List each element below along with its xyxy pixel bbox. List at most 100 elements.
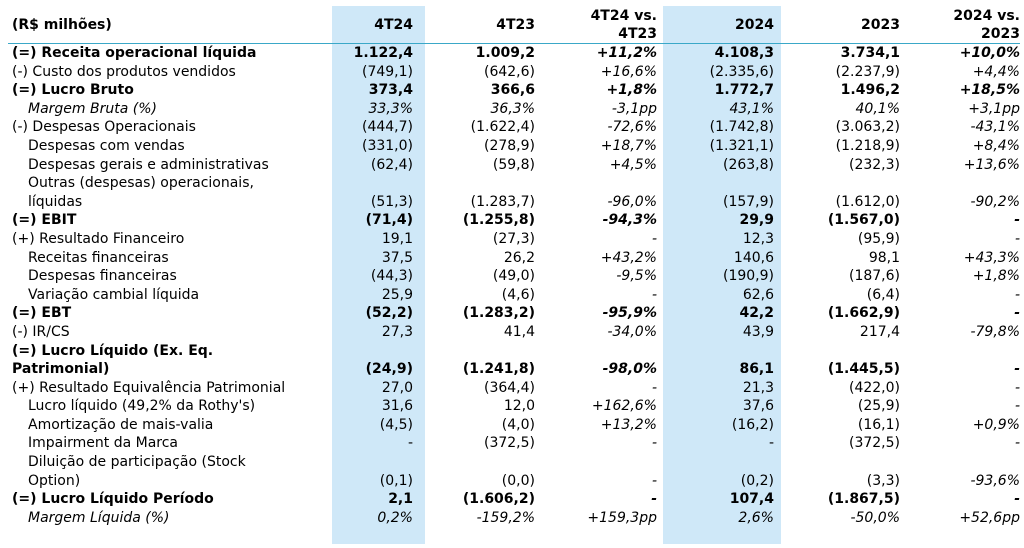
cell-value: (1.867,5) xyxy=(827,491,900,508)
cell-value: 98,1 xyxy=(868,249,900,266)
cell-value: (1.567,0) xyxy=(827,212,900,229)
cell-value: (1.622,4) xyxy=(470,119,535,136)
cell-value: (52,2) xyxy=(365,305,413,322)
cell-value: (4,0) xyxy=(501,416,535,433)
header-units-label: (R$ milhões) xyxy=(12,17,112,33)
table-body: (=) Receita operacional líquida 1.122,4 1.… xyxy=(8,44,1024,527)
cell-value: 26,2 xyxy=(503,249,535,266)
table-row: (=) EBT (52,2) (1.283,2) -95,9% 42,2 (1.662,9… xyxy=(8,304,1024,323)
cell-value: 31,6 xyxy=(381,398,413,415)
cell-value: -50,0% xyxy=(850,509,900,526)
cell-value: 1.122,4 xyxy=(353,45,413,61)
table-row: (=) Lucro Líquido Período 2,1 (1.606,2) - 10… xyxy=(8,490,1024,509)
table-row: Despesas com vendas (331,0) (278,9) +18,7% (… xyxy=(8,137,1024,156)
cell-value: 107,4 xyxy=(729,491,774,508)
cell-value: (190,9) xyxy=(722,268,774,285)
cell-value: (4,5) xyxy=(379,416,413,433)
cell-value: (3,3) xyxy=(866,472,900,489)
row-label: (=) Lucro Líquido (Ex. Eq. Patrimonial) xyxy=(8,342,326,379)
cell-value: - xyxy=(651,491,657,508)
cell-value: +0,9% xyxy=(972,416,1020,433)
cell-value: (364,4) xyxy=(483,379,535,396)
row-label: Impairment da Marca xyxy=(28,435,178,452)
cell-value: 0,2% xyxy=(377,509,413,526)
cell-value: -93,6% xyxy=(970,472,1020,489)
row-label: Despesas financeiras xyxy=(28,268,177,285)
cell-value: 19,1 xyxy=(381,230,413,247)
cell-value: +43,3% xyxy=(963,249,1020,266)
cell-value: (1.283,7) xyxy=(470,193,535,210)
cell-value: (62,4) xyxy=(370,156,413,173)
table-row: (-) Custo dos produtos vendidos (749,1) (6… xyxy=(8,63,1024,82)
table-row: (+) Resultado Equivalência Patrimonial 27… xyxy=(8,379,1024,398)
cell-value: -96,0% xyxy=(607,193,657,210)
row-label: Margem Bruta (%) xyxy=(28,100,157,117)
row-label: Despesas com vendas xyxy=(28,137,185,154)
table-row: Impairment da Marca - (372,5) - - (372,5) - xyxy=(8,434,1024,453)
header-col-4t24-vs-4t23: 4T24 vs. 4T23 xyxy=(590,8,657,42)
row-label-line2: Option) xyxy=(28,472,81,489)
cell-value: (1.241,8) xyxy=(462,361,535,378)
cell-value: (1.606,2) xyxy=(462,491,535,508)
cell-value: -3,1pp xyxy=(611,100,657,117)
cell-value: -72,6% xyxy=(607,119,657,136)
cell-value: 42,2 xyxy=(739,305,774,322)
cell-value: (157,9) xyxy=(722,193,774,210)
row-label: Lucro líquido (49,2% da Rothy's) xyxy=(28,398,256,415)
table-row: Receitas financeiras 37,5 26,2 +43,2% 140,6 9… xyxy=(8,249,1024,268)
cell-value: +43,2% xyxy=(600,249,657,266)
table-row: Variação cambial líquida 25,9 (4,6) - 62,6 (6… xyxy=(8,286,1024,305)
cell-value: - xyxy=(651,472,657,489)
cell-value: 36,3% xyxy=(490,100,535,117)
header-col-2024: 2024 xyxy=(735,17,774,33)
cell-value: -98,0% xyxy=(602,361,657,378)
cell-value: - xyxy=(1014,361,1020,378)
cell-value: (51,3) xyxy=(370,193,413,210)
row-label: (=) Lucro Líquido Período xyxy=(12,491,214,508)
cell-value: (749,1) xyxy=(361,63,413,80)
cell-value: (0,0) xyxy=(501,472,535,489)
header-col-2024-vs-2023: 2024 vs. 2023 xyxy=(953,8,1020,42)
cell-value: +3,1pp xyxy=(968,100,1020,117)
cell-value: - xyxy=(1014,305,1020,322)
row-label: Amortização de mais-valia xyxy=(28,416,214,433)
cell-value: (372,5) xyxy=(848,435,900,452)
cell-value: +52,6pp xyxy=(959,509,1020,526)
cell-value: (4,6) xyxy=(501,286,535,303)
cell-value: -9,5% xyxy=(616,268,657,285)
row-label: Despesas gerais e administrativas xyxy=(28,156,269,173)
cell-value: - xyxy=(1014,286,1020,303)
table-row: (=) Lucro Bruto 373,4 366,6 +1,8% 1.772,7 1.4… xyxy=(8,81,1024,100)
cell-value: +18,5% xyxy=(959,82,1020,99)
cell-value: +8,4% xyxy=(972,137,1020,154)
column-highlight-4t24 xyxy=(332,6,425,544)
cell-value: +1,8% xyxy=(606,82,657,99)
cell-value: (232,3) xyxy=(848,156,900,173)
cell-value: -34,0% xyxy=(607,323,657,340)
cell-value: (2.335,6) xyxy=(709,63,774,80)
cell-value: +1,8% xyxy=(972,268,1020,285)
cell-value: 21,3 xyxy=(742,379,774,396)
header-col-4t23: 4T23 xyxy=(496,17,535,33)
cell-value: - xyxy=(1014,398,1020,415)
cell-value: - xyxy=(407,435,413,452)
cell-value: 1.009,2 xyxy=(475,45,535,61)
cell-value: 1.772,7 xyxy=(714,82,774,99)
cell-value: (16,2) xyxy=(731,416,774,433)
table-row: Diluição de participação (Stock Option) (0… xyxy=(8,453,1024,490)
cell-value: 366,6 xyxy=(490,82,535,99)
row-label: (-) Custo dos produtos vendidos xyxy=(12,63,236,80)
cell-value: 40,1% xyxy=(855,100,900,117)
cell-value: 12,0 xyxy=(503,398,535,415)
cell-value: 1.496,2 xyxy=(840,82,900,99)
row-label: (=) EBIT xyxy=(12,212,77,229)
cell-value: (24,9) xyxy=(365,361,413,378)
cell-value: (3.063,2) xyxy=(835,119,900,136)
cell-value: +10,0% xyxy=(959,45,1020,61)
cell-value: - xyxy=(768,435,774,452)
cell-value: (372,5) xyxy=(483,435,535,452)
cell-value: 2,1 xyxy=(388,491,413,508)
row-label: Variação cambial líquida xyxy=(28,286,200,303)
row-label: (=) Receita operacional líquida xyxy=(12,45,257,61)
